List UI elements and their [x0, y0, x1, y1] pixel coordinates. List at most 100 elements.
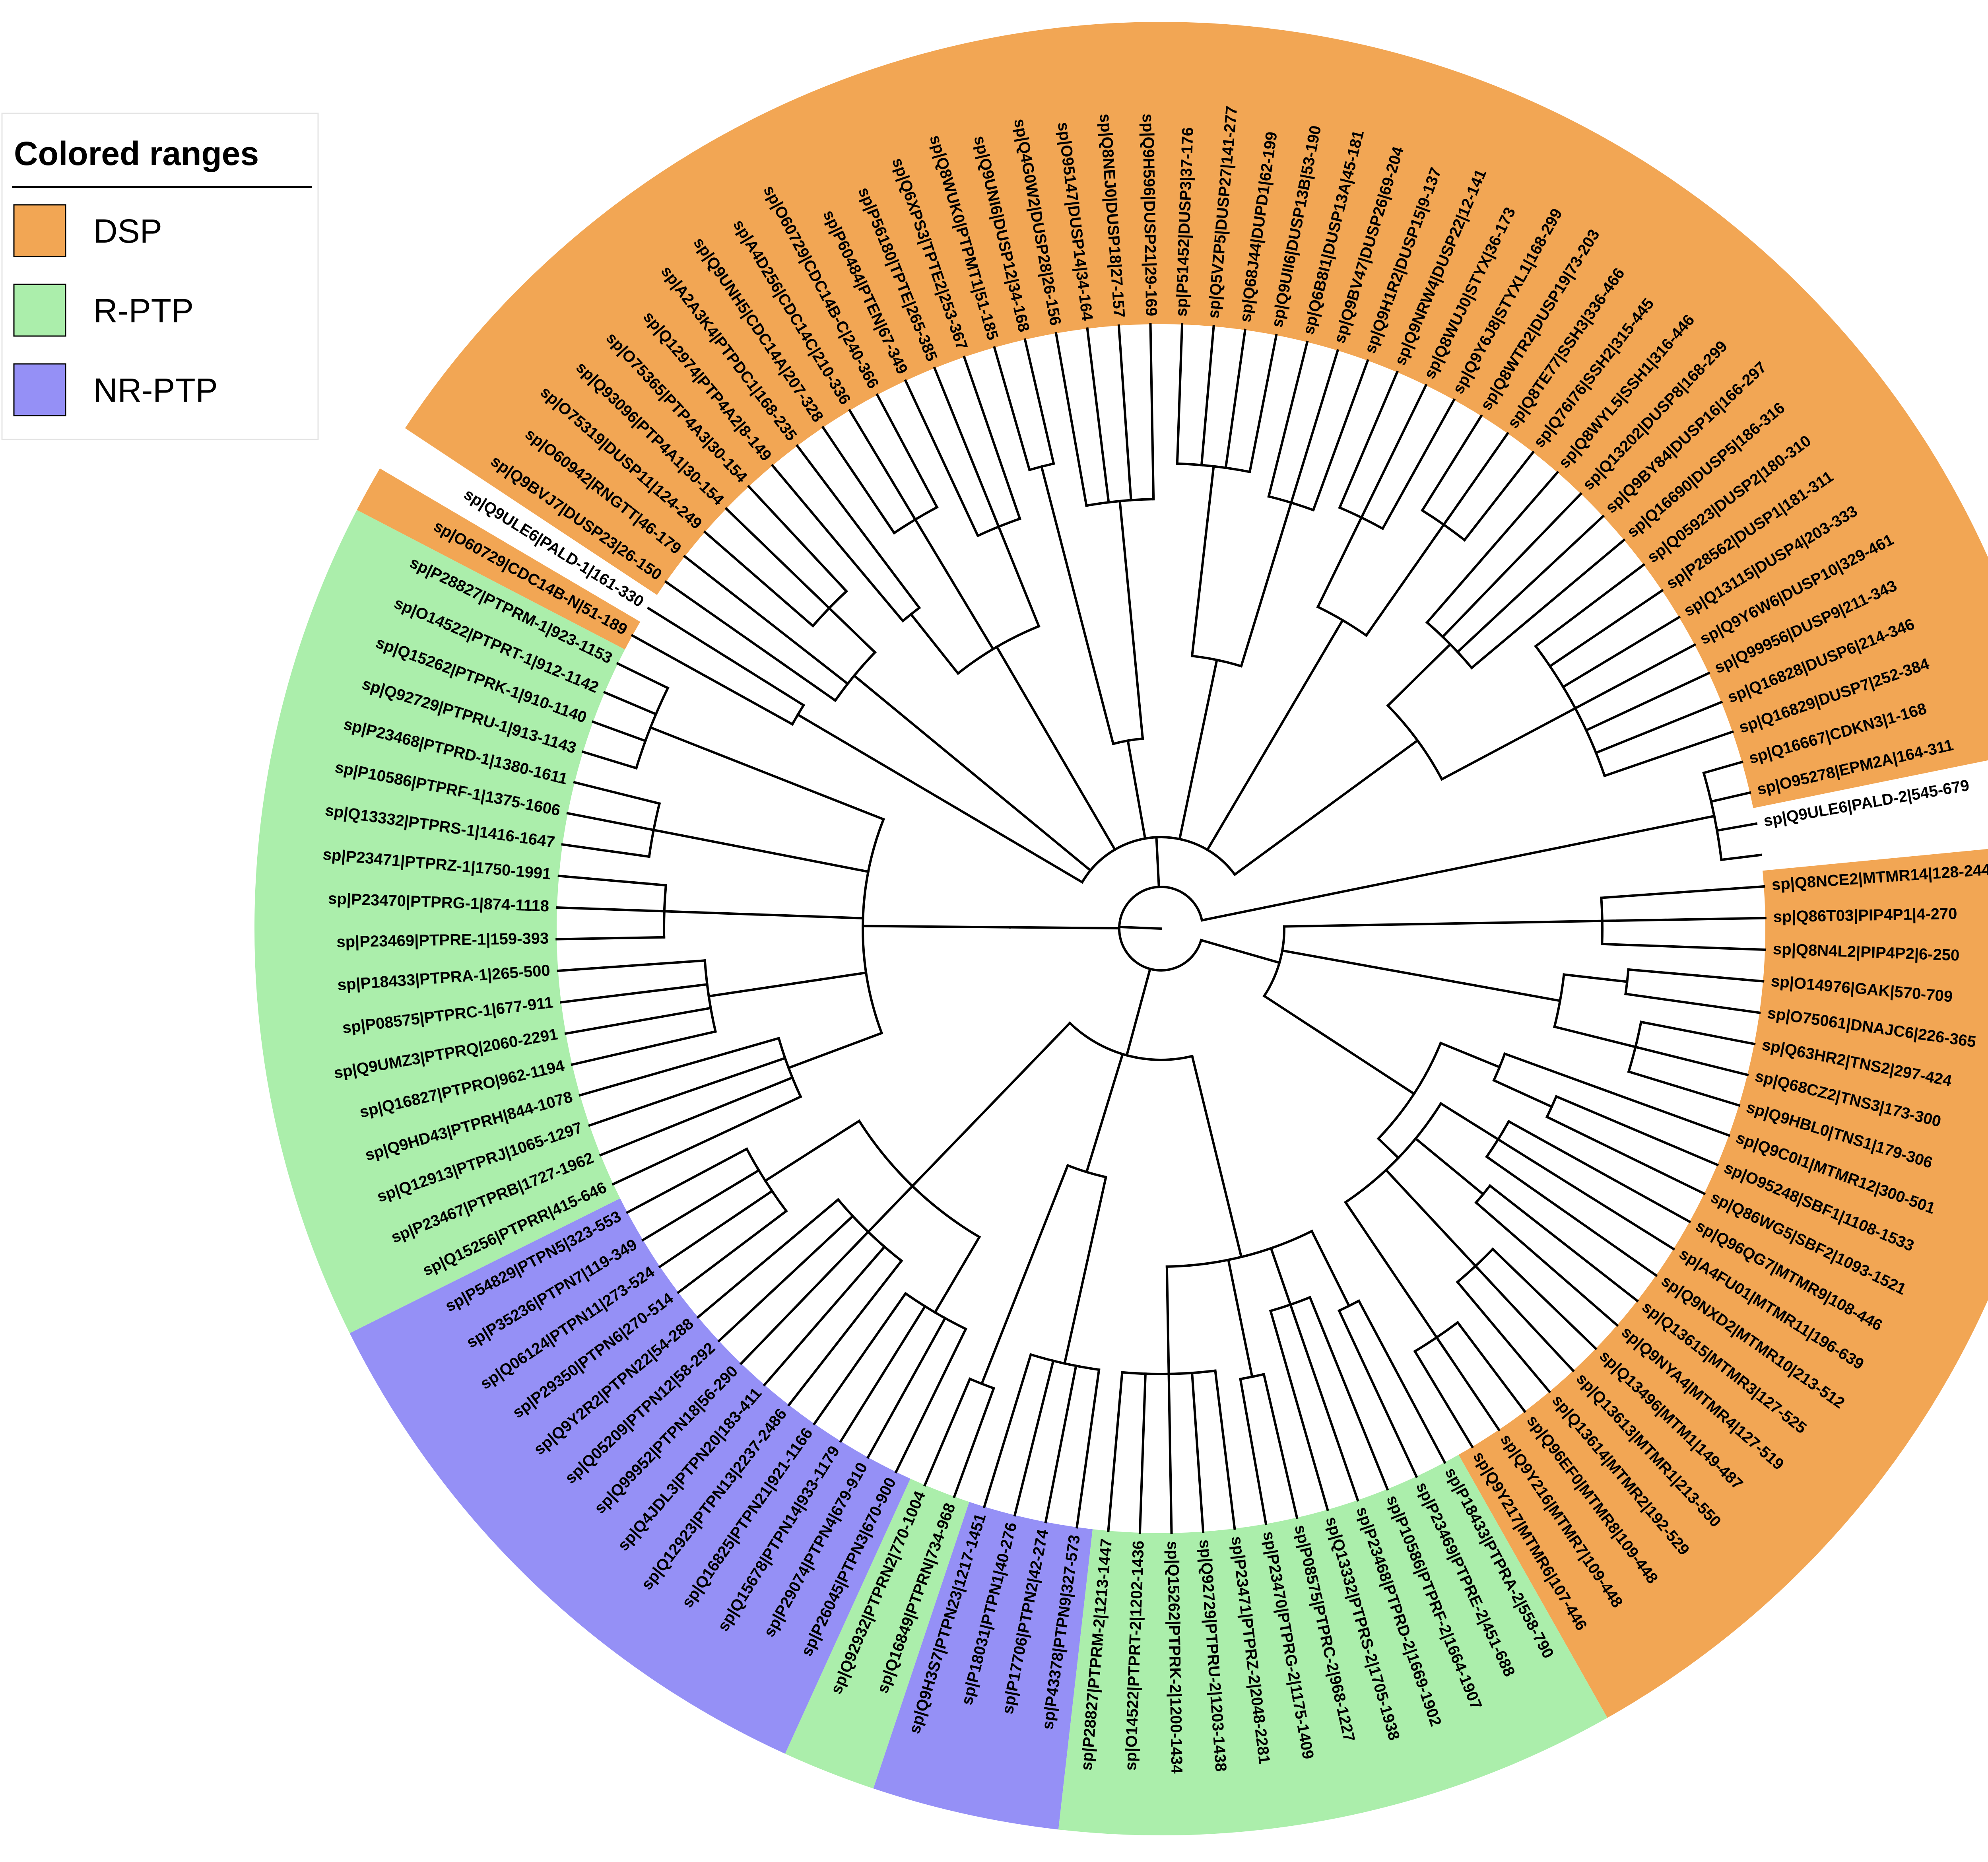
internal-branch [1376, 1137, 1400, 1160]
clade-arc [904, 1292, 968, 1331]
terminal-branch [1496, 1137, 1675, 1251]
terminal-branch [1138, 1372, 1147, 1534]
internal-branch [1178, 658, 1219, 841]
internal-branch [852, 674, 1092, 872]
clade-arc [1165, 1229, 1314, 1268]
terminal-branch [1176, 323, 1184, 465]
internal-branch [1310, 1229, 1351, 1308]
internal-branch [1206, 618, 1344, 851]
terminal-branch [1503, 1052, 1731, 1137]
leaf-label: sp|Q15262|PTPRK-2|1200-1434 [1164, 1541, 1185, 1774]
internal-branch [1008, 926, 1121, 930]
terminal-branch [1634, 1045, 1749, 1077]
terminal-branch [1360, 383, 1428, 519]
range-band-dsp [405, 21, 1988, 808]
terminal-branch [1262, 1372, 1299, 1519]
internal-branch [1190, 465, 1215, 657]
clade-arc [1376, 1041, 1442, 1141]
terminal-branch [1442, 431, 1510, 527]
clade-arc [1085, 498, 1155, 507]
internal-branch [1227, 1258, 1254, 1378]
legend-label-dsp: DSP [93, 212, 162, 250]
internal-branch [866, 1184, 914, 1234]
terminal-branch [1534, 563, 1646, 648]
clade-arc [635, 686, 670, 770]
terminal-branch [1441, 492, 1583, 639]
terminal-branch [1474, 1264, 1575, 1372]
internal-branch [1384, 1168, 1477, 1268]
terminal-branch [1338, 370, 1399, 509]
terminal-branch [933, 366, 1000, 529]
terminal-branch [664, 580, 837, 702]
terminal-branch [993, 346, 1031, 472]
internal-branch [1365, 523, 1446, 637]
clade-arc [1474, 1184, 1492, 1205]
internal-branch [997, 525, 1041, 628]
terminal-branch [1603, 730, 1734, 777]
terminal-branch [1485, 1155, 1658, 1277]
terminal-branch [787, 1259, 903, 1407]
terminal-branch [631, 634, 794, 726]
terminal-branch [904, 379, 980, 538]
terminal-branch [763, 1245, 886, 1387]
internal-branch [1200, 939, 1281, 964]
clade-arc [1316, 605, 1368, 637]
internal-branch [1281, 949, 1562, 1002]
internal-branch [1040, 465, 1115, 745]
range-band-r-ptp [1058, 1454, 1607, 1835]
internal-branch [1200, 814, 1716, 922]
terminal-branch [953, 1386, 996, 1499]
terminal-branch [1474, 1201, 1619, 1327]
terminal-branch [579, 1036, 780, 1097]
colored-range-bands [254, 21, 1988, 1835]
internal-branch [1386, 642, 1452, 707]
terminal-branch [1214, 1369, 1236, 1530]
clade-arc [901, 606, 921, 623]
terminal-branch [1381, 398, 1456, 531]
terminal-branch [1248, 334, 1278, 474]
internal-branch [1118, 500, 1144, 740]
internal-branch [1085, 1052, 1124, 1174]
terminal-branch [821, 426, 896, 535]
terminal-branch [1720, 853, 1763, 861]
terminal-branch [696, 1198, 840, 1319]
internal-branch [980, 1164, 1070, 1386]
terminal-branch [557, 875, 668, 887]
terminal-branch [982, 1353, 1033, 1508]
terminal-branch [557, 959, 707, 972]
clade-arc [1386, 704, 1444, 781]
internal-branch [1439, 1102, 1500, 1141]
internal-branch [1126, 739, 1147, 840]
internal-branch [862, 925, 1011, 929]
terminal-branch [1076, 1368, 1101, 1529]
clade-arc [862, 818, 885, 1035]
internal-branch [1118, 925, 1163, 930]
internal-branch [1439, 1041, 1501, 1069]
clade-arc [745, 1147, 788, 1213]
terminal-branch [717, 1214, 855, 1343]
terminal-branch [561, 843, 651, 858]
internal-branch [1063, 1176, 1108, 1365]
terminal-branch [1107, 1371, 1124, 1532]
terminal-branch [1573, 643, 1697, 710]
clade-arc [1118, 886, 1204, 972]
legend-swatch-dsp [13, 204, 66, 257]
legend-label-nr-ptp: NR-PTP [93, 371, 218, 409]
internal-branch [1262, 994, 1416, 1096]
legend-swatch-r-ptp [13, 284, 66, 337]
range-band-dsp [1458, 849, 1988, 1718]
terminal-branch [724, 507, 831, 610]
terminal-branch [641, 1168, 761, 1242]
internal-branch [652, 828, 870, 873]
internal-branch [1414, 1137, 1485, 1196]
terminal-branch [1413, 1349, 1474, 1449]
terminal-branch [1555, 1095, 1719, 1166]
internal-branch [649, 726, 885, 821]
terminal-branch [1456, 1280, 1551, 1394]
legend-label-r-ptp: R-PTP [93, 292, 194, 329]
terminal-branch [1425, 470, 1559, 624]
clade-arc [777, 1036, 802, 1098]
clade-arc [1080, 836, 1237, 884]
internal-branch [787, 1031, 883, 1070]
